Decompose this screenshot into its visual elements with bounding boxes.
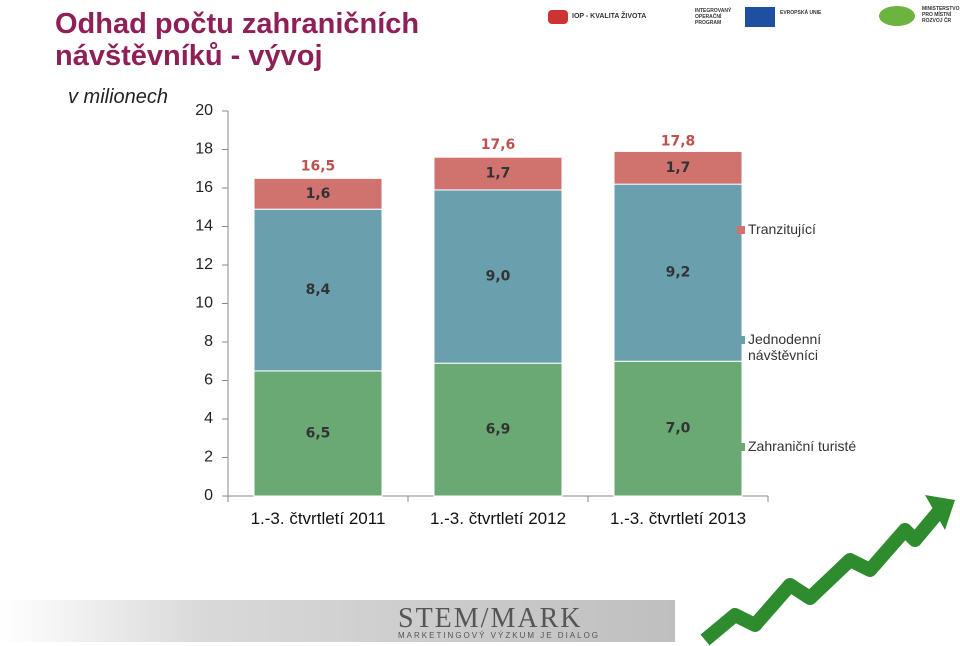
x-tick-label: 1.-3. čtvrtletí 2011 [250,509,386,528]
y-tick-label: 12 [195,256,213,273]
total-label: 17,8 [661,133,696,149]
chart-title: Odhad počtu zahraničních návštěvníků - v… [55,8,420,72]
x-tick-label: 1.-3. čtvrtletí 2013 [609,509,747,528]
total-label: 16,5 [301,158,336,174]
growth-arrow-head [925,495,955,530]
bar-segment [613,360,743,497]
logo-text: MINISTERSTVO PRO MÍSTNÍ ROZVOJ ČR [922,6,960,24]
ministry-icon [879,6,915,26]
logo-text: IOP - KVALITA ŽIVOTA [572,13,647,20]
legend-label: Tranzitující [748,221,816,237]
legend-swatch [737,336,745,344]
legend-label: Zahraniční turisté [748,438,857,454]
legend-swatch [737,443,745,451]
bar-segment [613,150,743,185]
data-label: 1,7 [486,166,511,182]
data-label: 6,5 [306,425,331,441]
total-label: 17,6 [481,137,516,153]
data-label: 9,0 [486,269,511,285]
legend-swatch [737,226,745,234]
iop-icon [548,10,568,24]
brand-tagline: MARKETINGOVÝ VÝZKUM JE DIALOG [398,631,601,640]
eu-flag [745,7,775,27]
x-tick-label: 1.-3. čtvrtletí 2012 [429,509,567,528]
y-tick-label: 2 [204,449,213,466]
bar-segment [433,362,563,497]
footer-band [0,600,675,642]
y-tick-label: 4 [204,410,213,427]
bar-segment [253,177,383,210]
logo-text: EVROPSKÁ UNIE [780,10,822,16]
bar-segment [433,189,563,364]
y-tick-label: 16 [195,179,213,196]
y-tick-label: 0 [204,487,213,504]
data-label: 1,6 [306,186,331,202]
growth-arrow [700,505,946,646]
legend-label: Jednodenní návštěvníci [748,331,822,363]
brand: STEM/MARK [398,603,583,634]
bar-segment [433,156,563,191]
y-tick-label: 14 [195,218,213,235]
data-label: 8,4 [306,282,331,298]
logo-text: INTEGROVANÝ OPERAČNÍ PROGRAM [695,8,732,26]
y-tick-label: 8 [204,333,213,350]
y-tick-label: 18 [195,141,213,158]
y-tick-label: 6 [204,372,213,389]
data-label: 6,9 [486,422,511,438]
bar-segment [613,183,743,362]
y-tick-label: 20 [195,102,213,119]
data-label: 7,0 [666,421,691,437]
data-label: 9,2 [666,265,691,281]
data-label: 1,7 [666,160,691,176]
y-tick-label: 10 [195,295,213,312]
bar-segment [253,370,383,497]
bar-segment [253,208,383,372]
chart-subtitle: v milionech [68,86,169,108]
